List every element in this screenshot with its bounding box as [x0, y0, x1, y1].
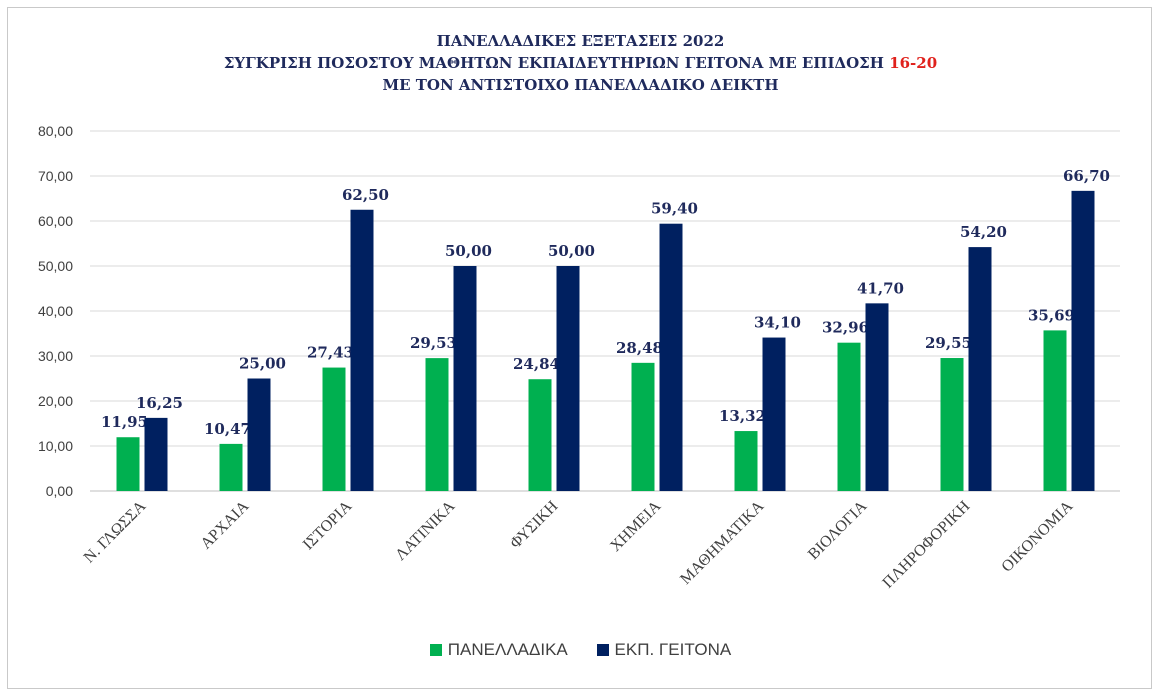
bar [1071, 190, 1095, 491]
bar [968, 247, 992, 491]
data-label: 13,32 [719, 407, 766, 425]
x-tick-label: ΠΛΗΡΟΦΟΡΙΚΗ [879, 497, 973, 591]
bar [219, 443, 243, 491]
chart-title: ΠΑΝΕΛΛΑΔΙΚΕΣ ΕΞΕΤΑΣΕΙΣ 2022 ΣΥΓΚΡΙΣΗ ΠΟΣ… [0, 30, 1161, 96]
x-tick-label: ΦΥΣΙΚΗ [507, 497, 562, 552]
x-tick-label: Ν. ΓΛΩΣΣΑ [81, 497, 150, 566]
y-tick-label: 20,00 [38, 393, 73, 409]
data-label: 54,20 [960, 223, 1007, 241]
bar [116, 437, 140, 491]
data-label: 66,70 [1063, 167, 1110, 185]
x-tick-label: ΜΑΘΗΜΑΤΙΚΑ [677, 497, 767, 587]
data-label: 34,10 [754, 314, 801, 332]
y-tick-label: 40,00 [38, 303, 73, 319]
data-label: 50,00 [548, 242, 595, 260]
data-label: 11,95 [101, 413, 148, 431]
data-label: 35,69 [1028, 306, 1075, 324]
y-tick-label: 10,00 [38, 438, 73, 454]
legend-label-panelladika: ΠΑΝΕΛΛΑΔΙΚΑ [447, 640, 568, 659]
legend-swatch-ekp-geitona [596, 644, 609, 656]
x-tick-label: ΑΡΧΑΙΑ [198, 497, 253, 552]
data-label: 24,84 [513, 355, 560, 373]
bar [762, 337, 786, 491]
legend: ΠΑΝΕΛΛΑΔΙΚΑ ΕΚΠ. ΓΕΙΤΟΝΑ [0, 640, 1161, 660]
y-tick-label: 30,00 [38, 348, 73, 364]
y-tick-label: 80,00 [38, 123, 73, 139]
bar [631, 362, 655, 491]
bar [528, 379, 552, 491]
data-label: 29,53 [410, 334, 457, 352]
x-tick-label: ΟΙΚΟΝΟΜΙΑ [998, 497, 1076, 575]
data-label: 25,00 [239, 355, 286, 373]
x-tick-label: ΒΙΟΛΟΓΙΑ [805, 497, 871, 563]
data-label: 50,00 [445, 242, 492, 260]
data-label: 59,40 [651, 200, 698, 218]
title-line-3: ΜΕ ΤΟΝ ΑΝΤΙΣΤΟΙΧΟ ΠΑΝΕΛΛΑΔΙΚΟ ΔΕΙΚΤΗ [382, 76, 779, 94]
bar [556, 266, 580, 491]
bar [865, 303, 889, 491]
x-tick-label: ΛΑΤΙΝΙΚΑ [392, 497, 458, 563]
data-label: 62,50 [342, 186, 389, 204]
bar [144, 417, 168, 491]
bar [940, 358, 964, 491]
title-line-2: ΣΥΓΚΡΙΣΗ ΠΟΣΟΣΤΟΥ ΜΑΘΗΤΩΝ ΕΚΠΑΙΔΕΥΤΗΡΙΩΝ… [0, 52, 1161, 74]
legend-swatch-panelladika [429, 644, 442, 656]
bar [837, 342, 861, 491]
y-tick-label: 50,00 [38, 258, 73, 274]
title-line-2-text: ΣΥΓΚΡΙΣΗ ΠΟΣΟΣΤΟΥ ΜΑΘΗΤΩΝ ΕΚΠΑΙΔΕΥΤΗΡΙΩΝ… [223, 54, 890, 72]
y-tick-label: 70,00 [38, 168, 73, 184]
x-tick-label: ΧΗΜΕΙΑ [607, 497, 665, 555]
title-highlight: 16-20 [889, 54, 938, 72]
bar [453, 266, 477, 491]
bar [659, 223, 683, 491]
title-line-1: ΠΑΝΕΛΛΑΔΙΚΕΣ ΕΞΕΤΑΣΕΙΣ 2022 [436, 32, 725, 50]
legend-label-ekp-geitona: ΕΚΠ. ΓΕΙΤΟΝΑ [614, 640, 732, 659]
y-tick-label: 0,00 [46, 483, 73, 499]
legend-item-ekp-geitona: ΕΚΠ. ΓΕΙΤΟΝΑ [596, 640, 732, 660]
bar [1043, 330, 1067, 491]
data-label: 16,25 [136, 394, 183, 412]
data-label: 41,70 [857, 279, 904, 297]
data-label: 32,96 [822, 319, 869, 337]
bar [322, 367, 346, 491]
x-tick-label: ΙΣΤΟΡΙΑ [300, 497, 356, 553]
data-label: 27,43 [307, 344, 354, 362]
bar [350, 209, 374, 491]
bar [734, 431, 758, 491]
data-label: 28,48 [616, 339, 663, 357]
bar [425, 358, 449, 491]
data-label: 29,55 [925, 334, 972, 352]
y-tick-label: 60,00 [38, 213, 73, 229]
bar [247, 378, 271, 491]
legend-item-panelladika: ΠΑΝΕΛΛΑΔΙΚΑ [429, 640, 568, 660]
data-label: 10,47 [204, 420, 251, 438]
